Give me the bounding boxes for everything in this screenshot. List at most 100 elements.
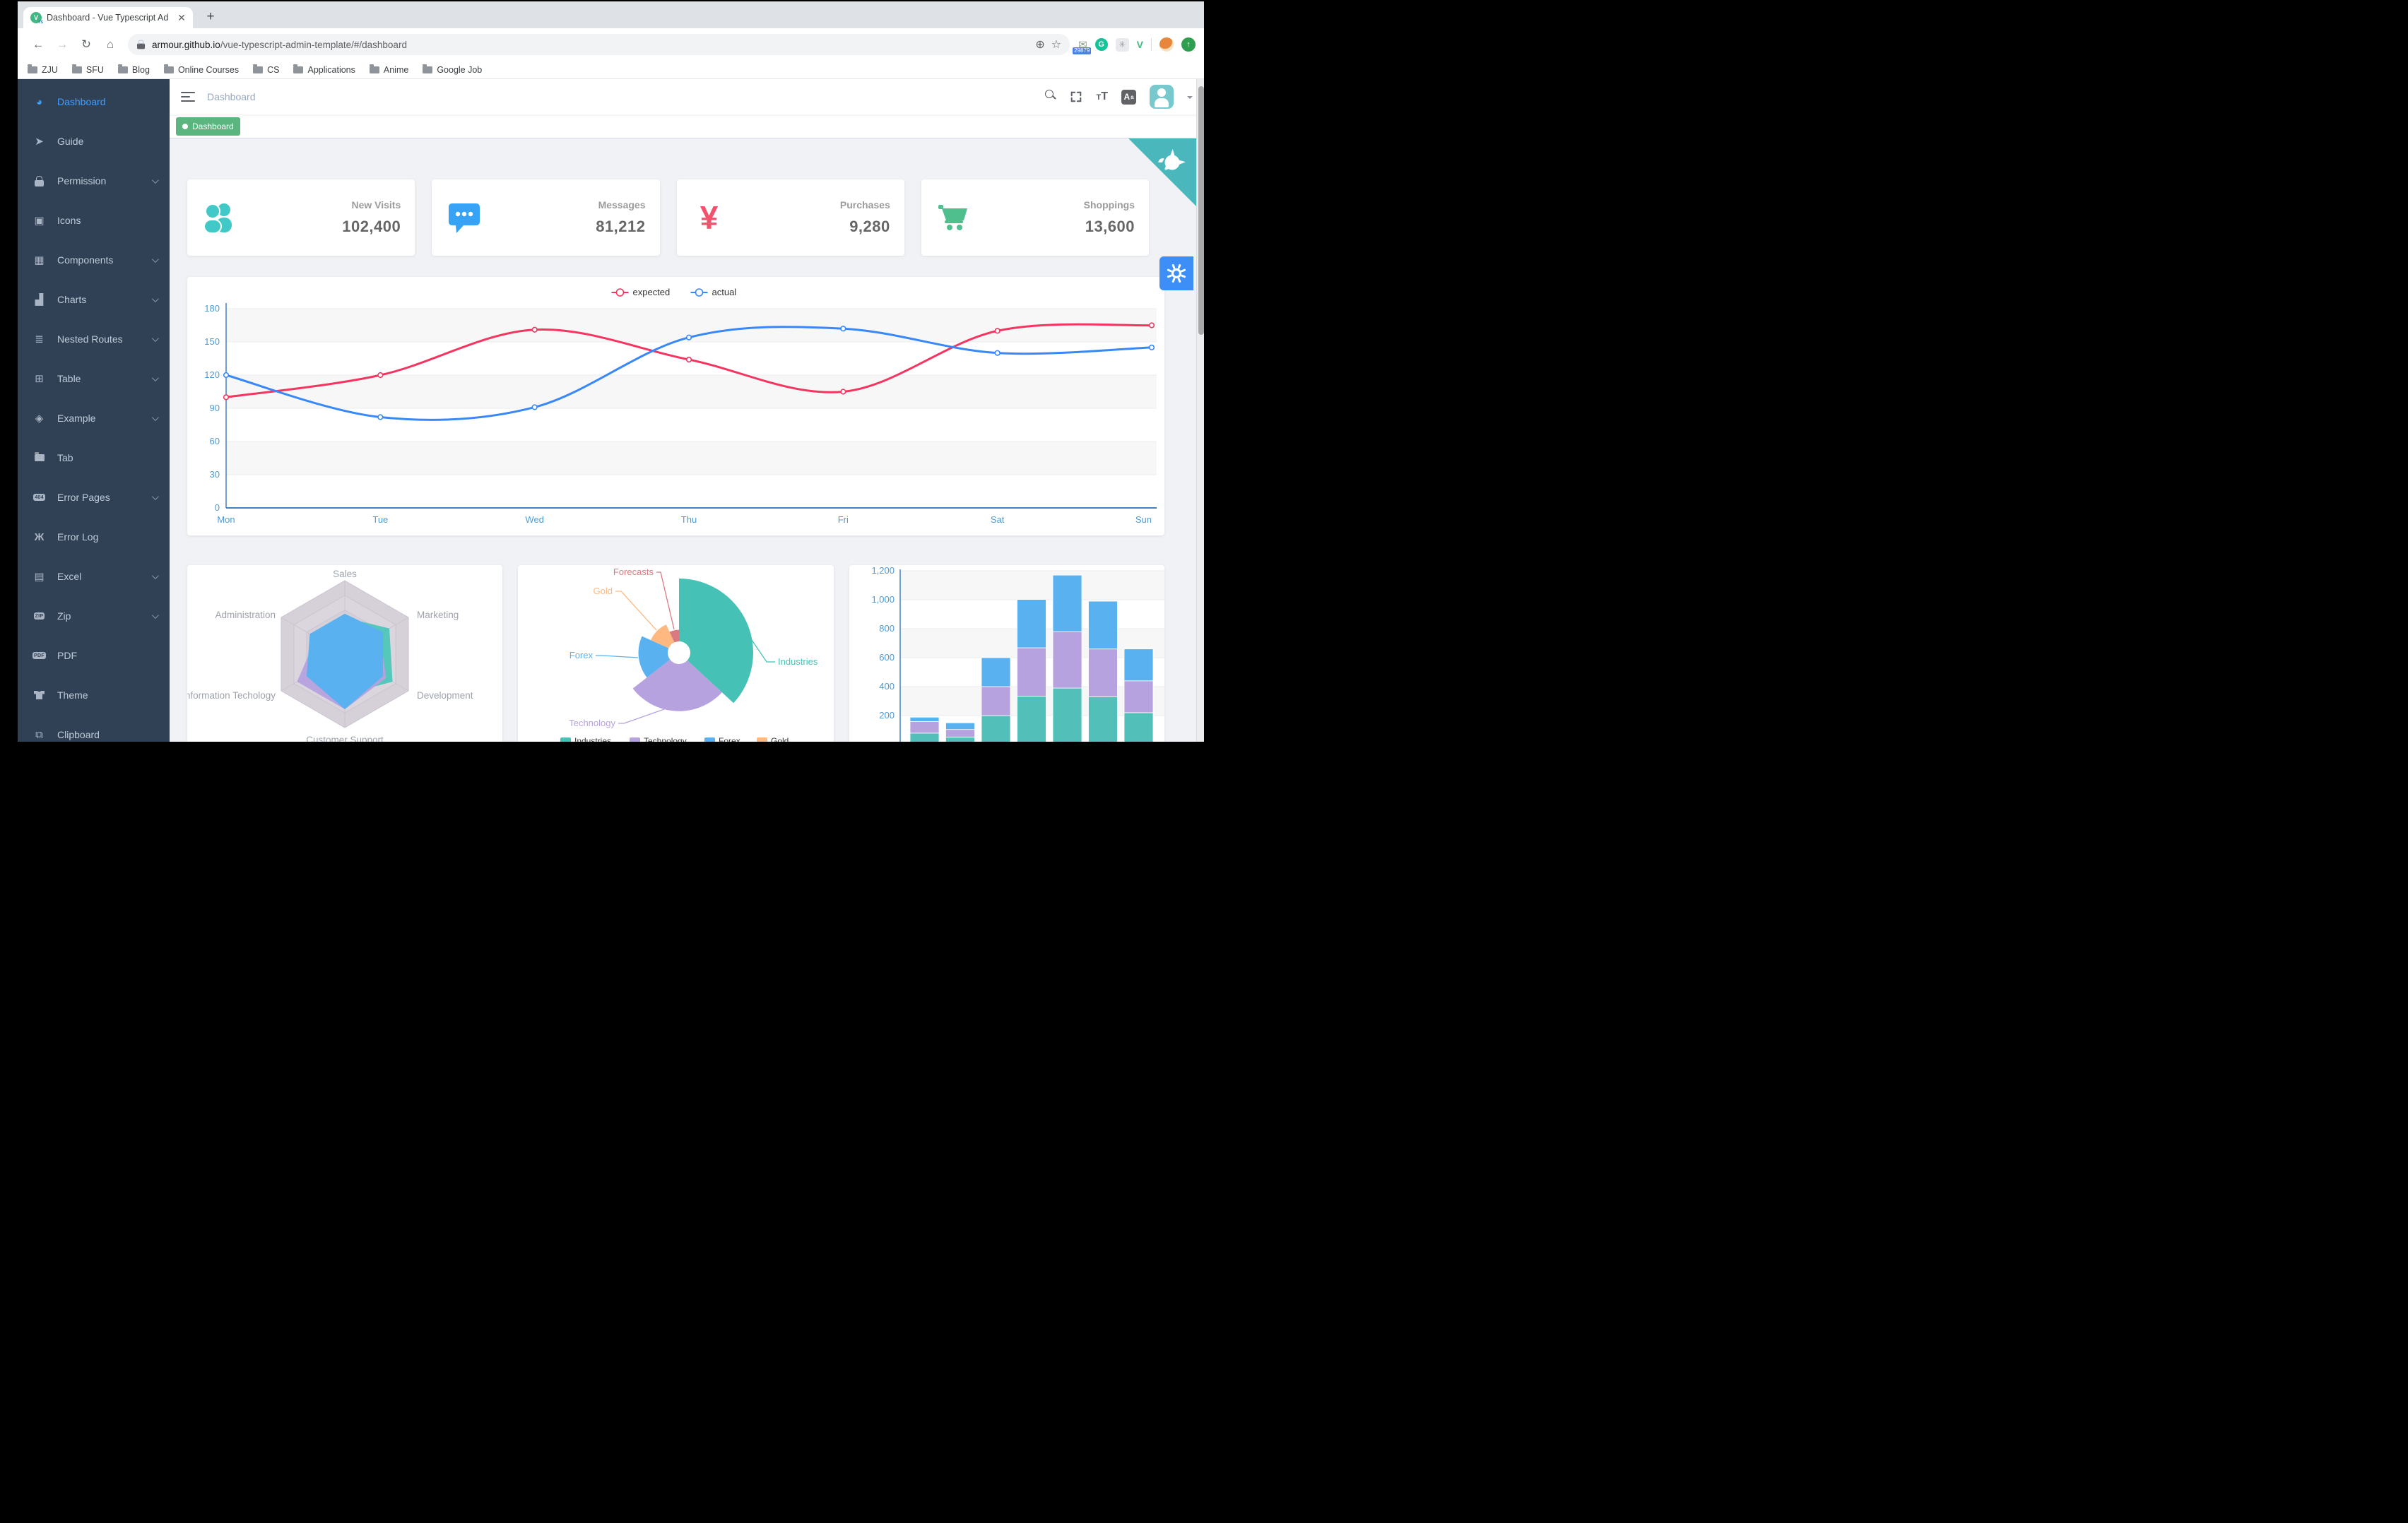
sidebar: ◕ Dashboard ➤ Guide Permission ▣ Icons ▦ Compone… (18, 79, 170, 742)
dashboard-content: New Visits 102,400 Messages 81,212 ¥ Purc… (170, 138, 1204, 742)
grammarly-extension-icon[interactable]: G (1094, 38, 1108, 51)
sidebar-item-charts[interactable]: ▟ Charts (18, 280, 170, 319)
svg-text:60: 60 (210, 436, 220, 446)
svg-text:1,200: 1,200 (871, 565, 895, 576)
url-host: armour.github.io (152, 39, 220, 50)
bookmark-item[interactable]: Google Job (423, 64, 482, 75)
sidebar-item-label: Components (57, 254, 114, 266)
bookmark-item[interactable]: Blog (117, 64, 150, 75)
address-bar[interactable]: armour.github.io/vue-typescript-admin-te… (128, 34, 1070, 55)
sidebar-item-label: Permission (57, 175, 107, 186)
github-corner[interactable] (1128, 138, 1196, 206)
settings-gear-button[interactable] (1159, 256, 1193, 290)
back-icon[interactable]: ← (32, 38, 45, 51)
bookmark-star-icon[interactable]: ☆ (1051, 39, 1062, 51)
update-chrome-icon[interactable]: ↑ (1181, 37, 1196, 52)
chevron-down-icon (151, 334, 159, 342)
gear-icon (1167, 263, 1186, 283)
tag-dashboard[interactable]: Dashboard (176, 117, 240, 136)
sidebar-item-clipboard[interactable]: ⧉ Clipboard (18, 715, 170, 742)
sidebar-item-icons[interactable]: ▣ Icons (18, 201, 170, 240)
stat-card-new-visits[interactable]: New Visits 102,400 (187, 179, 415, 256)
reload-icon[interactable]: ↻ (81, 38, 91, 51)
svg-text:Forex: Forex (719, 736, 740, 742)
folder-icon (423, 64, 433, 73)
stat-label: New Visits (351, 199, 401, 211)
font-size-icon[interactable]: TT (1096, 90, 1108, 102)
user-avatar[interactable] (1150, 85, 1174, 109)
sidebar-item-label: Zip (57, 610, 71, 622)
svg-text:Forecasts: Forecasts (613, 567, 654, 577)
zoom-icon[interactable]: ⊕ (1035, 39, 1045, 51)
forward-icon[interactable]: → (56, 38, 69, 51)
hamburger-icon[interactable] (181, 91, 195, 102)
tags-view-bar: Dashboard (170, 114, 1204, 138)
bookmark-item[interactable]: ZJU (28, 64, 58, 75)
sidebar-item-error-log[interactable]: Ж Error Log (18, 517, 170, 557)
bookmark-item[interactable]: CS (253, 64, 280, 75)
sidebar-item-nested-routes[interactable]: ≣ Nested Routes (18, 319, 170, 359)
sidebar-item-permission[interactable]: Permission (18, 161, 170, 201)
tshirt-icon (33, 691, 46, 699)
tab-strip: V TS Dashboard - Vue Typescript Ad ✕ + (18, 1, 1204, 28)
sidebar-item-dashboard[interactable]: ◕ Dashboard (18, 82, 170, 122)
tab-title: Dashboard - Vue Typescript Ad (47, 13, 169, 23)
chevron-down-icon (151, 176, 159, 184)
svg-text:Administration: Administration (215, 610, 276, 620)
zip-icon: ZIP (33, 612, 45, 620)
vue-ts-favicon-icon: V TS (30, 12, 43, 25)
line-chart-card: 0 30 60 90 120 150 180 Mon Tue Wed Thu Fri Sat Sun exp… (187, 277, 1164, 535)
sidebar-item-label: Error Log (57, 531, 99, 543)
bookmark-item[interactable]: Online Courses (163, 64, 239, 75)
svg-text:Industries: Industries (574, 736, 611, 742)
svg-text:expected: expected (633, 287, 671, 297)
react-devtools-icon[interactable]: ✳ (1115, 37, 1129, 52)
bookmark-item[interactable]: SFU (71, 64, 104, 75)
sidebar-item-zip[interactable]: ZIP Zip (18, 596, 170, 636)
sidebar-item-components[interactable]: ▦ Components (18, 240, 170, 280)
stat-value: 81,212 (596, 218, 646, 235)
bookmark-label: CS (267, 64, 280, 75)
fullscreen-icon[interactable] (1070, 90, 1082, 103)
stat-cards-row: New Visits 102,400 Messages 81,212 ¥ Purc… (187, 179, 1149, 256)
search-icon[interactable] (1044, 89, 1056, 105)
svg-text:0: 0 (215, 502, 220, 513)
app-viewport: ◕ Dashboard ➤ Guide Permission ▣ Icons ▦ Compone… (18, 79, 1204, 742)
bookmark-item[interactable]: Applications (293, 64, 355, 75)
line-chart: 0 30 60 90 120 150 180 Mon Tue Wed Thu Fri Sat Sun exp… (204, 287, 1157, 525)
sidebar-item-pdf[interactable]: PDF PDF (18, 636, 170, 675)
sidebar-item-theme[interactable]: Theme (18, 675, 170, 715)
svg-text:Development: Development (417, 690, 473, 701)
sidebar-item-excel[interactable]: ▤ Excel (18, 557, 170, 596)
stat-value: 102,400 (342, 218, 401, 235)
pie-chart-card: Industries Technology Forex Gold Forecasts In… (518, 565, 834, 742)
mail-extension-icon[interactable]: ✉ 29879 (1073, 39, 1092, 54)
browser-tab[interactable]: V TS Dashboard - Vue Typescript Ad ✕ (23, 7, 193, 28)
home-icon[interactable]: ⌂ (107, 38, 114, 51)
sidebar-item-error-pages[interactable]: 404 Error Pages (18, 478, 170, 517)
nested-routes-icon: ≣ (35, 333, 44, 345)
svg-text:Marketing: Marketing (417, 610, 459, 620)
stat-card-messages[interactable]: Messages 81,212 (432, 179, 660, 256)
chevron-down-icon[interactable] (1187, 95, 1193, 102)
scrollbar-thumb[interactable] (1198, 86, 1204, 335)
folder-icon (28, 64, 37, 73)
stat-card-shoppings[interactable]: Shoppings 13,600 (921, 179, 1149, 256)
tab-close-icon[interactable]: ✕ (177, 11, 186, 23)
extensions-area: ✉ 29879 G ✳ V ↑ (1073, 37, 1196, 54)
sidebar-item-label: Table (57, 373, 81, 384)
sidebar-item-example[interactable]: ◈ Example (18, 398, 170, 438)
radar-chart-card: Sales Marketing Development Customer Suppor… (187, 565, 503, 742)
bookmark-item[interactable]: Anime (369, 64, 408, 75)
vue-devtools-icon[interactable]: V (1136, 39, 1143, 50)
new-tab-button[interactable]: + (206, 9, 215, 24)
profile-avatar[interactable] (1159, 37, 1174, 52)
chevron-down-icon (151, 413, 159, 421)
sidebar-item-tab[interactable]: Tab (18, 438, 170, 478)
sidebar-item-table[interactable]: ⊞ Table (18, 359, 170, 398)
sidebar-item-guide[interactable]: ➤ Guide (18, 122, 170, 161)
icons-icon: ▣ (34, 215, 45, 227)
stat-card-purchases[interactable]: ¥ Purchases 9,280 (676, 179, 904, 256)
browser-toolbar: ← → ↻ ⌂ armour.github.io/vue-typescript-… (18, 28, 1204, 61)
